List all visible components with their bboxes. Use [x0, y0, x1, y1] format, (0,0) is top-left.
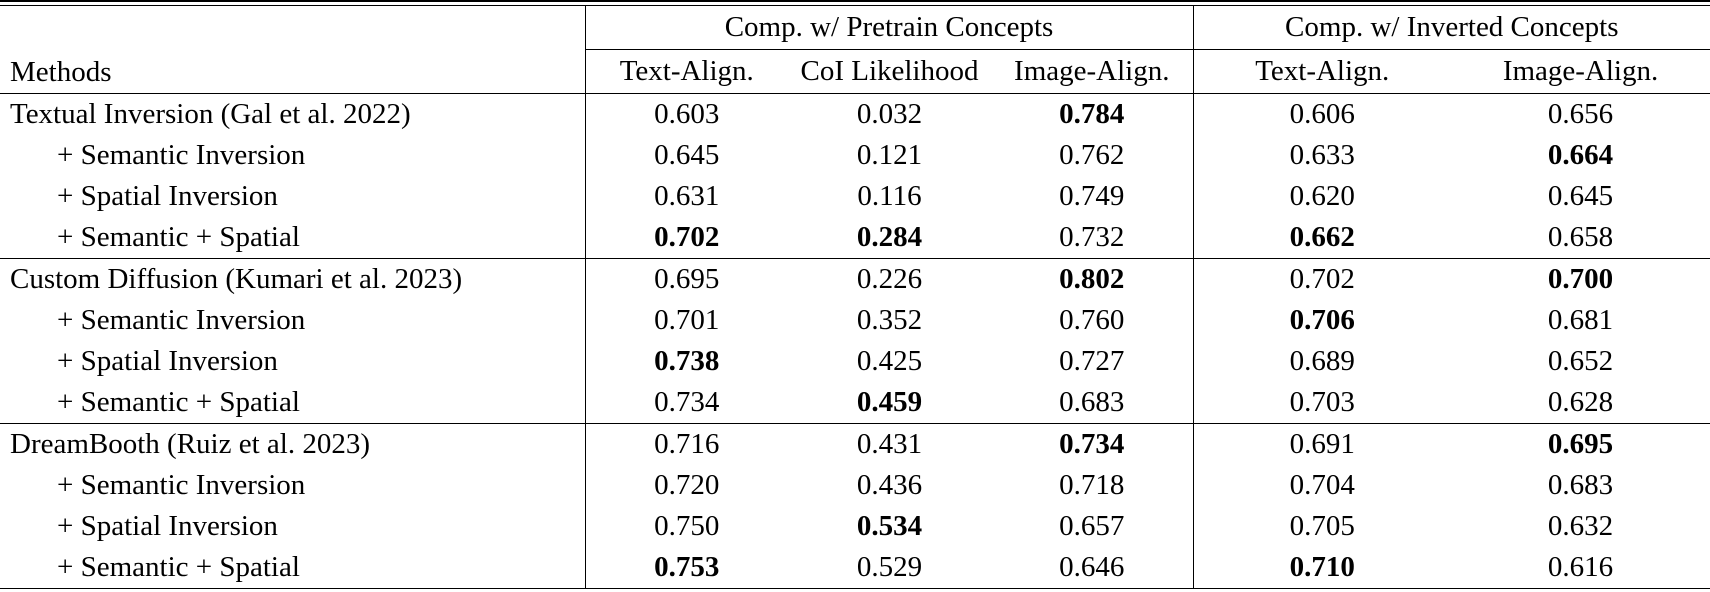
column-header-inverted-image-align: Image-Align.	[1451, 49, 1710, 94]
metric-value: 0.628	[1547, 386, 1614, 418]
method-name: DreamBooth (Ruiz et al. 2023)	[0, 423, 585, 465]
metric-value: 0.738	[584, 341, 788, 382]
method-name: Custom Diffusion (Kumari et al. 2023)	[0, 258, 585, 300]
metric-value: 0.702	[584, 217, 788, 259]
metric-value: 0.749	[1059, 180, 1125, 212]
metric-value: 0.695	[1451, 423, 1710, 465]
metric-value: 0.700	[1451, 258, 1710, 300]
metric-value: 0.645	[584, 135, 788, 176]
table-row: + Spatial Inversion 0.750 0.534 0.657 0.705 0…	[0, 506, 1710, 547]
metric-value: 0.658	[1547, 221, 1614, 253]
table-row: + Semantic + Spatial 0.702 0.284 0.732 0.662…	[0, 217, 1710, 259]
metric-value: 0.718	[1059, 469, 1125, 501]
metric-value: 0.762	[1059, 139, 1125, 171]
metric-value: 0.691	[1192, 423, 1452, 465]
method-name: + Semantic Inversion	[57, 469, 306, 501]
table-row: + Semantic Inversion 0.701 0.352 0.760 0.706…	[0, 300, 1710, 341]
table-row: + Semantic Inversion 0.720 0.436 0.718 0.704…	[0, 465, 1710, 506]
metric-value: 0.802	[991, 258, 1194, 300]
method-name: + Semantic Inversion	[57, 139, 306, 171]
table-header: Methods Comp. w/ Pretrain Concepts Comp.…	[0, 5, 1710, 94]
pretrain-concepts-group-header: Comp. w/ Pretrain Concepts	[584, 5, 1194, 50]
metric-value: 0.431	[788, 423, 991, 465]
column-header-pretrain-text-align: Text-Align.	[584, 49, 788, 94]
metric-value: 0.645	[1547, 180, 1614, 212]
metric-value: 0.703	[1192, 382, 1452, 424]
metric-value: 0.710	[1192, 547, 1452, 589]
metric-value: 0.701	[584, 300, 788, 341]
metric-value: 0.705	[1192, 506, 1452, 547]
metric-value: 0.284	[856, 221, 923, 253]
metric-value: 0.734	[584, 382, 788, 424]
column-header-inverted-text-align: Text-Align.	[1192, 49, 1452, 94]
metric-value: 0.652	[1547, 345, 1614, 377]
method-name: Textual Inversion (Gal et al. 2022)	[10, 98, 411, 130]
metric-value: 0.750	[584, 506, 788, 547]
table-row: + Spatial Inversion 0.738 0.425 0.727 0.689 0…	[0, 341, 1710, 382]
table-row: + Semantic + Spatial 0.753 0.529 0.646 0.710…	[0, 547, 1710, 589]
metric-value: 0.695	[584, 258, 788, 300]
metric-value: 0.616	[1547, 551, 1614, 583]
metric-value: 0.784	[1059, 98, 1125, 130]
metric-value: 0.689	[1192, 341, 1452, 382]
metric-value: 0.116	[857, 180, 922, 212]
method-name: + Semantic Inversion	[57, 304, 306, 336]
column-header-pretrain-image-align: Image-Align.	[991, 49, 1194, 94]
metric-value: 0.529	[856, 551, 923, 583]
metric-value: 0.760	[1059, 304, 1125, 336]
metric-value: 0.620	[1192, 176, 1452, 217]
metric-value: 0.681	[1547, 304, 1614, 336]
table-row: DreamBooth (Ruiz et al. 2023) 0.716 0.431 0…	[0, 423, 1710, 465]
metric-value: 0.226	[788, 258, 991, 300]
inverted-concepts-group-header: Comp. w/ Inverted Concepts	[1192, 5, 1710, 50]
metric-value: 0.436	[856, 469, 923, 501]
metric-value: 0.646	[1059, 551, 1125, 583]
metric-value: 0.732	[1059, 221, 1125, 253]
group-header-row: Methods Comp. w/ Pretrain Concepts Comp.…	[0, 5, 1710, 94]
method-name: + Spatial Inversion	[57, 180, 278, 212]
metric-value: 0.032	[856, 98, 923, 130]
metric-value: 0.702	[1192, 258, 1452, 300]
method-name: + Semantic + Spatial	[57, 551, 300, 583]
results-table: Methods Comp. w/ Pretrain Concepts Comp.…	[0, 5, 1710, 589]
metric-value: 0.425	[856, 345, 923, 377]
metric-value: 0.121	[856, 139, 923, 171]
metric-value: 0.716	[584, 423, 788, 465]
metric-value: 0.656	[1547, 98, 1614, 130]
table-row: Textual Inversion (Gal et al. 2022) 0.603…	[0, 93, 1710, 135]
metric-value: 0.720	[584, 465, 788, 506]
metric-value: 0.706	[1192, 300, 1452, 341]
method-name: + Semantic + Spatial	[57, 386, 300, 418]
column-header-coi-likelihood: CoI Likelihood	[788, 49, 991, 94]
methods-column-header: Methods	[0, 5, 585, 94]
metric-value: 0.664	[1547, 139, 1614, 171]
metric-value: 0.683	[1547, 469, 1614, 501]
table-row: + Semantic Inversion 0.645 0.121 0.762 0.633…	[0, 135, 1710, 176]
metric-value: 0.683	[1059, 386, 1125, 418]
table-row: + Semantic + Spatial 0.734 0.459 0.683 0.703…	[0, 382, 1710, 424]
column-header-row: Text-Align. CoI Likelihood Image-Align. …	[0, 49, 1710, 94]
metric-value: 0.352	[856, 304, 923, 336]
metric-value: 0.727	[1059, 345, 1125, 377]
metric-value: 0.534	[856, 510, 923, 542]
metric-value: 0.631	[584, 176, 788, 217]
metric-value: 0.633	[1192, 135, 1452, 176]
table-row: + Spatial Inversion 0.631 0.116 0.749 0.620 0…	[0, 176, 1710, 217]
metric-value: 0.734	[991, 423, 1194, 465]
method-name: + Spatial Inversion	[57, 345, 278, 377]
metric-value: 0.704	[1192, 465, 1452, 506]
metric-value: 0.662	[1192, 217, 1452, 259]
metric-value: 0.632	[1547, 510, 1614, 542]
metric-value: 0.657	[1059, 510, 1125, 542]
metric-value: 0.459	[856, 386, 923, 418]
table-body: Textual Inversion (Gal et al. 2022) 0.603…	[0, 93, 1710, 589]
metric-value: 0.606	[1192, 93, 1452, 135]
table-row: Custom Diffusion (Kumari et al. 2023) 0.6…	[0, 258, 1710, 300]
metric-value: 0.603	[584, 93, 788, 135]
metric-value: 0.753	[584, 547, 788, 589]
method-name: + Semantic + Spatial	[57, 221, 300, 253]
method-name: + Spatial Inversion	[57, 510, 278, 542]
